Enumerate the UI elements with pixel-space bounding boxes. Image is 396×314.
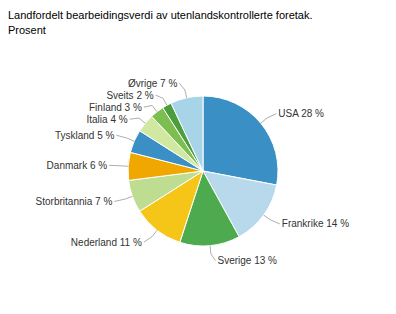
svg-text:Danmark 6 %: Danmark 6 % [47, 160, 108, 171]
svg-text:Sveits 2 %: Sveits 2 % [106, 90, 153, 101]
svg-text:Nederland 11 %: Nederland 11 % [71, 237, 142, 248]
svg-text:Italia 4 %: Italia 4 % [87, 114, 128, 125]
svg-text:Frankrike 14 %: Frankrike 14 % [282, 218, 349, 229]
svg-text:Tyskland 5 %: Tyskland 5 % [55, 130, 115, 141]
svg-text:Sverige 13 %: Sverige 13 % [217, 255, 277, 266]
svg-text:Finland 3 %: Finland 3 % [89, 102, 142, 113]
svg-text:Øvrige 7 %: Øvrige 7 % [128, 78, 178, 89]
html-text:Prosent: Prosent [8, 24, 46, 36]
svg-text:USA 28 %: USA 28 % [278, 108, 324, 119]
svg-text:Storbritannia 7 %: Storbritannia 7 % [36, 196, 113, 207]
html-text:Landfordelt bearbeidingsverdi: Landfordelt bearbeidingsverdi av utenlan… [8, 9, 313, 21]
